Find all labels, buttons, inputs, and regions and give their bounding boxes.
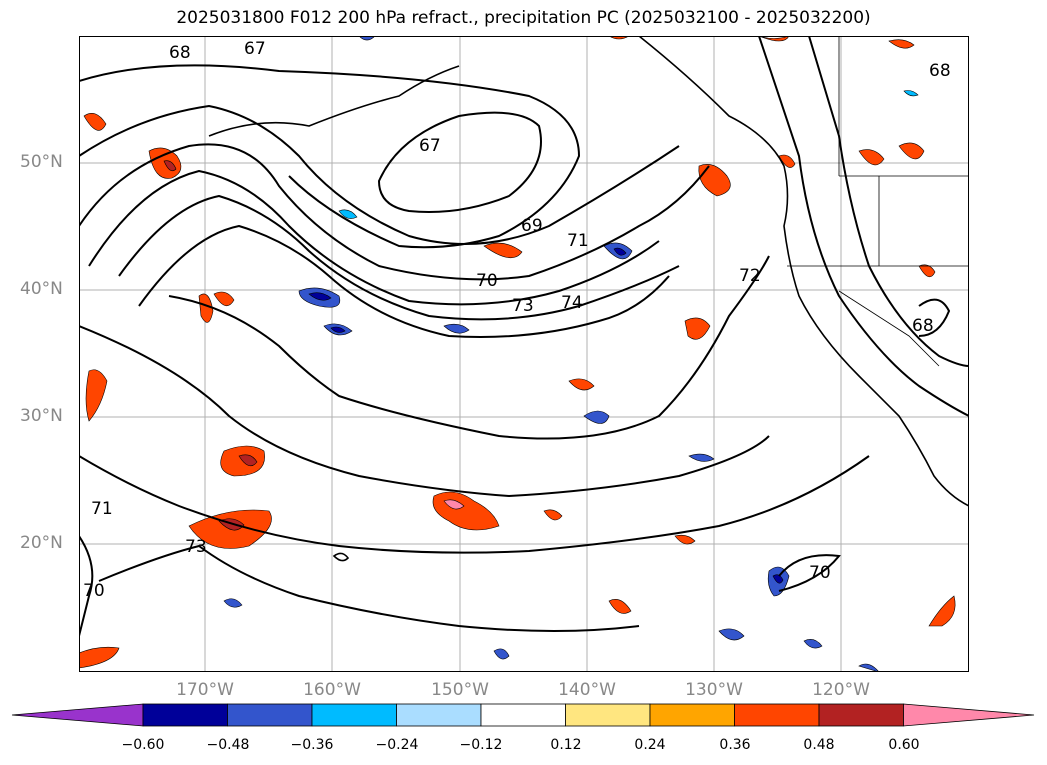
colorbar-segment	[142, 703, 228, 727]
map-frame	[79, 36, 969, 672]
contour-label: 70	[809, 563, 831, 583]
lat-label-30n: 30°N	[20, 406, 63, 426]
map-panel: 68 67 67 69 71 70 73 74 72 68 68 71 73 7…	[79, 36, 969, 672]
contour-label: 72	[739, 266, 761, 286]
colorbar-segment	[649, 703, 735, 727]
contour-label: 71	[567, 231, 589, 251]
colorbar-segment	[734, 703, 820, 727]
contour-label: 70	[476, 271, 498, 291]
colorbar	[11, 703, 1035, 727]
contour-label: 73	[185, 537, 207, 557]
lat-label-20n: 20°N	[20, 533, 63, 553]
colorbar-tick-label: −0.24	[375, 737, 419, 753]
lon-label-120w: 120°W	[812, 680, 870, 700]
colorbar-tick-label: 0.24	[634, 737, 666, 753]
colorbar-tick-label: −0.60	[121, 737, 165, 753]
contour-label: 67	[419, 136, 441, 156]
lat-label-50n: 50°N	[20, 152, 63, 172]
precip-positive	[79, 36, 956, 669]
colorbar-tick-label: −0.48	[206, 737, 250, 753]
colorbar-tick-label: 0.48	[803, 737, 835, 753]
contour-label: 74	[561, 293, 583, 313]
graticule	[79, 36, 969, 672]
contour-label: 68	[929, 61, 951, 81]
map-canvas: 68 67 67 69 71 70 73 74 72 68 68 71 73 7…	[79, 36, 969, 672]
contour-label: 71	[91, 499, 113, 519]
contour-label: 69	[521, 216, 543, 236]
colorbar-tick-label: 0.60	[888, 737, 920, 753]
colorbar-segment	[565, 703, 651, 727]
colorbar-extend-max	[903, 703, 1035, 727]
colorbar-tick-label: 0.36	[719, 737, 751, 753]
lon-label-160w: 160°W	[303, 680, 361, 700]
colorbar-tick-label: 0.12	[550, 737, 582, 753]
lon-label-130w: 130°W	[685, 680, 743, 700]
lon-label-140w: 140°W	[558, 680, 616, 700]
borders	[787, 36, 969, 367]
contour-label: 68	[169, 43, 191, 63]
map-title: 2025031800 F012 200 hPa refract., precip…	[176, 8, 871, 28]
colorbar-segment	[480, 703, 566, 727]
refractivity-contours	[79, 36, 969, 637]
contour-label: 70	[83, 581, 105, 601]
lat-label-40n: 40°N	[20, 279, 63, 299]
lon-label-170w: 170°W	[176, 680, 234, 700]
contour-label: 67	[244, 39, 266, 59]
contour-label: 68	[912, 316, 934, 336]
contour-label: 73	[512, 296, 534, 316]
contour-labels: 68 67 67 69 71 70 73 74 72 68 68 71 73 7…	[83, 39, 951, 601]
colorbar-segment	[227, 703, 313, 727]
lon-label-150w: 150°W	[431, 680, 489, 700]
colorbar-extend-min	[11, 703, 144, 727]
colorbar-segment	[311, 703, 397, 727]
colorbar-segment	[818, 703, 904, 727]
colorbar-tick-label: −0.36	[290, 737, 334, 753]
colorbar-tick-label: −0.12	[459, 737, 503, 753]
colorbar-segment	[396, 703, 482, 727]
